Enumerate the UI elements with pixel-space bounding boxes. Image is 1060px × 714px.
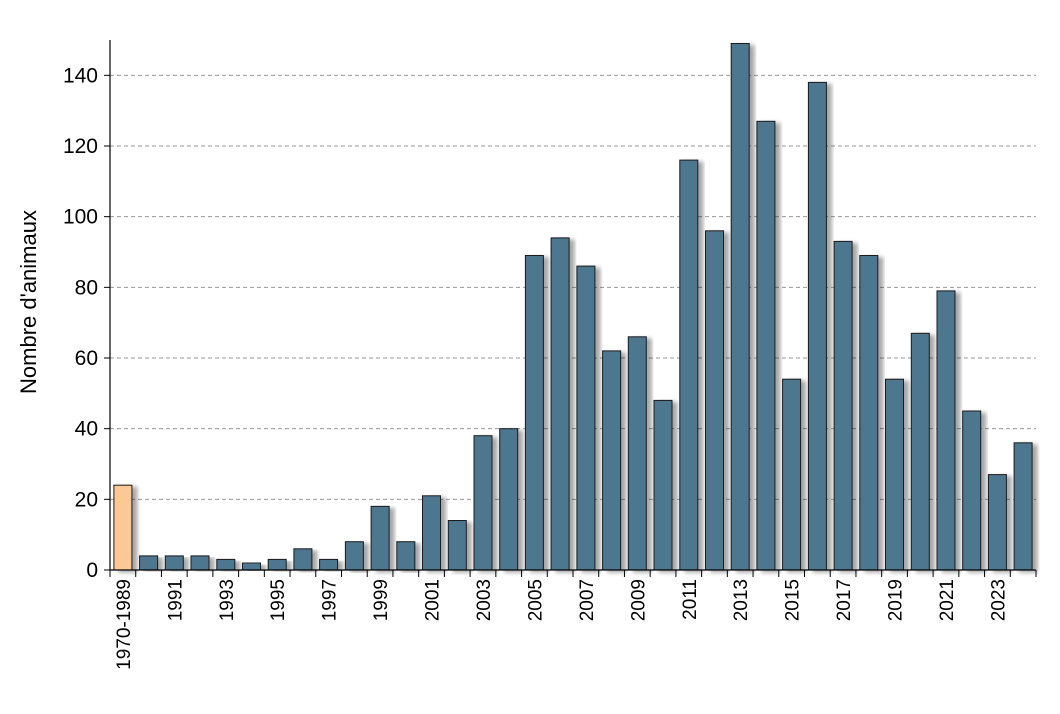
bar-2007 (576, 265, 596, 571)
bar-1970-1989 (113, 484, 133, 571)
bar-1991 (164, 555, 184, 571)
x-tick-label: 2011 (680, 579, 701, 620)
x-tick-label: 1993 (217, 579, 238, 621)
bar-2012 (705, 230, 724, 571)
bar-2001 (422, 495, 441, 571)
x-tick-label: 2023 (988, 579, 1009, 621)
bar-2002 (447, 520, 467, 571)
y-tick-label: 60 (75, 347, 98, 370)
bar-2003 (473, 435, 493, 571)
x-tick-label: 1997 (320, 579, 341, 621)
bar-1993 (216, 558, 236, 571)
y-tick-label: 80 (75, 276, 98, 299)
x-tick-label: 2003 (474, 579, 495, 621)
bar-2013 (730, 43, 750, 571)
bar-1995 (267, 558, 287, 571)
bars (113, 43, 1033, 571)
bar-2015 (782, 378, 802, 571)
x-tick-label: 2019 (886, 579, 907, 621)
bar-2024 (1013, 442, 1033, 571)
y-tick-labels: 0 20 40 60 80 100 120 140 (63, 64, 98, 582)
x-tick-label: 2013 (731, 579, 752, 621)
x-tick-labels: 1970-1989 1991 1993 1995 1997 1999 2001 2003 200… (114, 579, 1010, 670)
bar-2023 (987, 474, 1007, 571)
y-tick-label: 100 (63, 206, 98, 229)
bar-2017 (833, 240, 853, 571)
bar-2004 (499, 428, 519, 571)
bar-2008 (602, 350, 622, 571)
bar-1999 (370, 505, 390, 571)
x-tick-label: 1995 (268, 579, 289, 621)
bar-2018 (859, 255, 879, 571)
bar-2000 (396, 541, 416, 571)
bar-2019 (885, 378, 904, 571)
bar-2021 (936, 290, 956, 571)
x-tick-label: 2005 (525, 579, 546, 621)
gridlines (110, 74, 1036, 500)
x-tick-label: 2021 (937, 579, 958, 621)
y-tick-label: 140 (63, 64, 98, 87)
bar-1998 (344, 541, 364, 571)
y-tick-label: 40 (75, 418, 98, 441)
bar-2009 (627, 336, 647, 571)
x-tick-label: 1991 (165, 579, 186, 621)
bar-2014 (756, 120, 776, 571)
x-tick-label: 2007 (577, 579, 598, 621)
x-tick-label: 1970-1989 (114, 579, 135, 670)
bar-1997 (319, 558, 339, 571)
axes (104, 40, 1037, 577)
x-tick-label: 2001 (423, 579, 444, 621)
y-tick-label: 0 (86, 559, 98, 582)
x-tick-label: 2009 (628, 579, 649, 621)
bar-2016 (807, 81, 827, 571)
y-tick-label: 120 (63, 135, 98, 158)
x-tick-label: 2015 (783, 579, 804, 621)
bar-2011 (679, 159, 699, 571)
y-tick-label: 20 (75, 488, 98, 511)
bar-2005 (524, 255, 544, 571)
bar-2022 (962, 410, 982, 571)
x-tick-label: 1999 (371, 579, 392, 621)
x-tick-label: 2017 (834, 579, 855, 621)
bar-1990 (139, 555, 159, 571)
bar-2010 (653, 399, 673, 571)
y-axis-label: Nombre d'animaux (16, 210, 41, 394)
bar-2006 (550, 237, 570, 571)
bar-1996 (293, 548, 313, 571)
bar-1994 (242, 562, 261, 571)
bar-2020 (910, 332, 930, 571)
bar-1992 (190, 555, 210, 571)
